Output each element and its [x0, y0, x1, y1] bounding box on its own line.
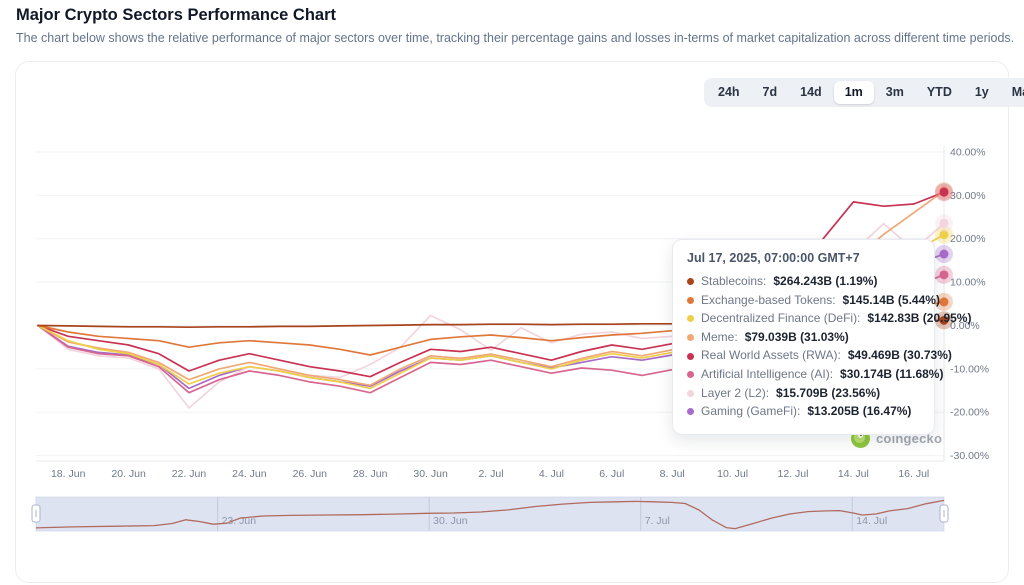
- tooltip-series-label: Decentralized Finance (DeFi):: [701, 311, 861, 326]
- x-axis-label: 22. Jun: [172, 468, 207, 480]
- endpoint-marker: [939, 249, 949, 259]
- tooltip-rows: Stablecoins: $264.243B (1.19%) Exchange-ba…: [687, 274, 971, 420]
- range-button-24h[interactable]: 24h: [707, 81, 751, 104]
- tooltip-row: Exchange-based Tokens: $145.14B (5.44%): [687, 292, 940, 309]
- x-axis-label: 4. Jul: [539, 468, 564, 480]
- tooltip-series-value: $142.83B (20.95%): [867, 311, 972, 326]
- tooltip-series-value: $49.469B (30.73%): [847, 348, 952, 363]
- tooltip-row: Gaming (GameFi): $13.205B (16.47%): [687, 404, 920, 420]
- y-axis-label: 40.00%: [950, 147, 986, 159]
- tooltip-series-label: Meme:: [701, 329, 738, 344]
- y-axis-label: -20.00%: [950, 407, 989, 419]
- tooltip-series-label: Artificial Intelligence (AI):: [701, 366, 834, 381]
- page-subtitle: The chart below shows the relative perfo…: [16, 31, 1015, 45]
- series-color-dot: [687, 315, 694, 323]
- range-button-7d[interactable]: 7d: [752, 81, 789, 104]
- x-axis-label: 18. Jun: [51, 468, 86, 480]
- tooltip-row: Decentralized Finance (DeFi): $142.83B (2…: [687, 311, 971, 327]
- tooltip-row: Artificial Intelligence (AI): $30.174B (1…: [687, 366, 943, 383]
- x-axis-label: 6. Jul: [599, 468, 624, 480]
- tooltip-timestamp: Jul 17, 2025, 07:00:00 GMT+7: [687, 251, 860, 265]
- navigator-label: 14. Jul: [856, 515, 887, 527]
- chart-legend: StablecoinsExchange-based TokensDecentra…: [0, 540, 1024, 585]
- tooltip-series-label: Stablecoins:: [701, 274, 767, 288]
- navigator-label: 7. Jul: [645, 515, 670, 527]
- navigator-track[interactable]: [35, 496, 945, 532]
- tooltip-row: Real World Assets (RWA): $49.469B (30.73%…: [687, 348, 952, 364]
- chart-tooltip: Jul 17, 2025, 07:00:00 GMT+7 Stablecoins…: [672, 239, 971, 435]
- endpoint-marker: [939, 218, 949, 228]
- range-button-14d[interactable]: 14d: [789, 81, 833, 104]
- endpoint-marker: [939, 230, 949, 240]
- tooltip-row: Meme: $79.039B (31.03%): [687, 330, 920, 346]
- tooltip-series-value: $30.174B (11.68%): [840, 366, 944, 381]
- tooltip-series-value: $13.205B (16.47%): [807, 404, 912, 419]
- x-axis-label: 14. Jul: [838, 468, 869, 480]
- endpoint-marker: [939, 315, 949, 325]
- series-color-dot: [687, 389, 694, 397]
- x-axis-label: 16. Jul: [898, 468, 929, 480]
- y-axis-label: 30.00%: [950, 190, 986, 202]
- x-axis-label: 12. Jul: [778, 468, 809, 480]
- tooltip-series-value: $264.243B (1.19%): [773, 274, 878, 288]
- endpoint-marker: [939, 187, 949, 197]
- page-title: Major Crypto Sectors Performance Chart: [16, 6, 337, 24]
- tooltip-series-value: $79.039B (31.03%): [744, 329, 849, 344]
- range-button-1y[interactable]: 1y: [964, 81, 1000, 104]
- y-axis-label: 20.00%: [950, 233, 986, 245]
- x-axis-label: 10. Jul: [717, 468, 748, 480]
- tooltip-series-label: Gaming (GameFi):: [701, 404, 801, 419]
- x-axis-label: 28. Jun: [353, 468, 388, 480]
- y-axis-label: 0.00%: [950, 320, 980, 332]
- tooltip-series-label: Exchange-based Tokens:: [701, 292, 836, 307]
- navigator-series-line: [35, 499, 945, 530]
- x-axis-label: 30. Jun: [413, 468, 448, 480]
- series-color-dot: [687, 371, 694, 379]
- series-color-dot: [687, 334, 694, 342]
- tooltip-series-label: Real World Assets (RWA):: [701, 348, 841, 363]
- x-axis-label: 20. Jun: [111, 468, 146, 480]
- range-button-ytd[interactable]: YTD: [916, 81, 963, 104]
- x-axis-label: 8. Jul: [660, 468, 685, 480]
- range-button-3m[interactable]: 3m: [875, 81, 915, 104]
- range-button-max[interactable]: Max: [1001, 81, 1024, 104]
- x-axis-label: 26. Jun: [293, 468, 328, 480]
- tooltip-series-value: $145.14B (5.44%): [842, 292, 940, 307]
- series-color-dot: [687, 278, 694, 286]
- time-range-selector: 24h7d14d1m3mYTD1yMax: [704, 78, 1024, 107]
- y-axis-label: -10.00%: [950, 363, 989, 375]
- series-color-dot: [687, 408, 694, 416]
- y-axis-label: 10.00%: [950, 277, 986, 289]
- navigator-label: 30. Jun: [433, 515, 468, 527]
- coingecko-logo-text: coingecko: [876, 431, 943, 446]
- range-button-1m[interactable]: 1m: [833, 81, 874, 104]
- endpoint-marker: [939, 270, 949, 280]
- tooltip-row: Stablecoins: $264.243B (1.19%): [687, 274, 920, 290]
- x-axis-label: 24. Jun: [232, 468, 267, 480]
- series-color-dot: [687, 352, 694, 360]
- tooltip-series-value: $15.709B (23.56%): [776, 385, 881, 400]
- series-color-dot: [687, 296, 694, 304]
- endpoint-marker: [939, 297, 949, 307]
- tooltip-row: Layer 2 (L2): $15.709B (23.56%): [687, 386, 920, 402]
- tooltip-series-label: Layer 2 (L2):: [701, 385, 770, 400]
- y-axis-label: -30.00%: [950, 450, 989, 462]
- x-axis-label: 2. Jul: [478, 468, 503, 480]
